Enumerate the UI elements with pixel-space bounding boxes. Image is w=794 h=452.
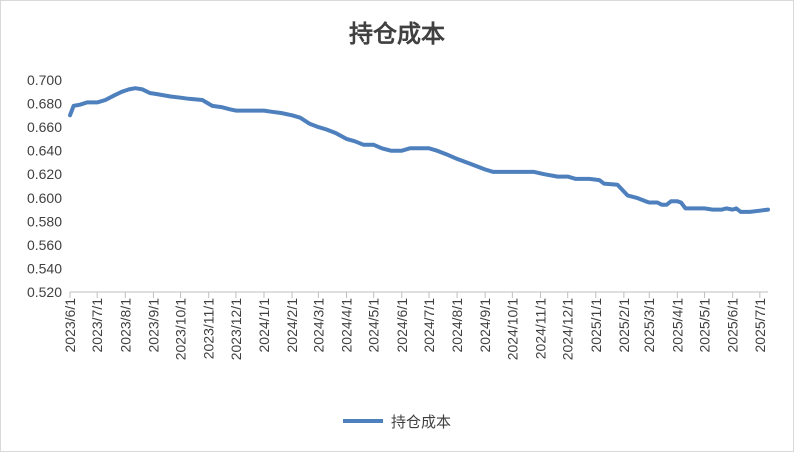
x-tick-label: 2024/10/1 bbox=[504, 298, 520, 360]
series-layer bbox=[68, 86, 770, 214]
x-tick-label: 2023/7/1 bbox=[89, 298, 105, 353]
x-tick-label: 2024/7/1 bbox=[421, 298, 437, 353]
x-tick-label: 2024/1/1 bbox=[256, 298, 272, 353]
y-tick-label: 0.580 bbox=[27, 213, 62, 229]
x-tick-label: 2024/6/1 bbox=[394, 298, 410, 353]
y-axis: 0.700 0.680 0.660 0.640 0.620 0.600 0.580 0.560… bbox=[27, 72, 62, 300]
x-tick-label: 2025/3/1 bbox=[641, 298, 657, 353]
chart-title: 持仓成本 bbox=[349, 20, 445, 48]
x-tick-label: 2024/8/1 bbox=[449, 298, 465, 353]
x-tick-label: 2025/5/1 bbox=[697, 298, 713, 353]
y-tick-label: 0.560 bbox=[27, 237, 62, 253]
y-tick-label: 0.540 bbox=[27, 260, 62, 276]
x-tick-label: 2023/8/1 bbox=[117, 298, 133, 353]
y-tick-label: 0.680 bbox=[27, 96, 62, 112]
y-tick-label: 0.640 bbox=[27, 143, 62, 159]
y-tick-label: 0.700 bbox=[27, 72, 62, 88]
x-tick-label: 2024/4/1 bbox=[338, 298, 354, 353]
x-tick-label: 2023/6/1 bbox=[62, 298, 78, 353]
x-tick-label: 2024/3/1 bbox=[310, 298, 326, 353]
y-tick-label: 0.520 bbox=[27, 284, 62, 300]
x-tick-label: 2024/9/1 bbox=[477, 298, 493, 353]
x-tick-label: 2025/6/1 bbox=[725, 298, 741, 353]
x-tick-label: 2024/12/1 bbox=[560, 298, 576, 360]
x-tick-label: 2025/1/1 bbox=[588, 298, 604, 353]
x-tick-label: 2024/2/1 bbox=[284, 298, 300, 353]
x-tick-label: 2024/11/1 bbox=[532, 298, 548, 359]
x-tick-label: 2025/4/1 bbox=[669, 298, 685, 353]
x-tick-label: 2023/9/1 bbox=[145, 298, 161, 353]
x-tick-label: 2023/11/1 bbox=[201, 298, 217, 359]
y-tick-label: 0.600 bbox=[27, 190, 62, 206]
y-tick-label: 0.660 bbox=[27, 119, 62, 135]
x-tick-label: 2023/12/1 bbox=[228, 298, 244, 360]
legend-swatch bbox=[342, 419, 383, 423]
x-axis: 2023/6/1 2023/7/1 2023/8/1 2023/9/1 2023/10/… bbox=[62, 291, 768, 360]
x-tick-label: 2023/10/1 bbox=[173, 298, 189, 360]
legend-label: 持仓成本 bbox=[390, 412, 451, 431]
y-tick-label: 0.620 bbox=[27, 166, 62, 182]
legend: 持仓成本 bbox=[0, 410, 794, 432]
x-tick-label: 2025/7/1 bbox=[752, 298, 768, 353]
x-tick-label: 2025/2/1 bbox=[616, 298, 632, 353]
x-tick-label: 2024/5/1 bbox=[366, 298, 382, 353]
series-line bbox=[68, 86, 770, 214]
